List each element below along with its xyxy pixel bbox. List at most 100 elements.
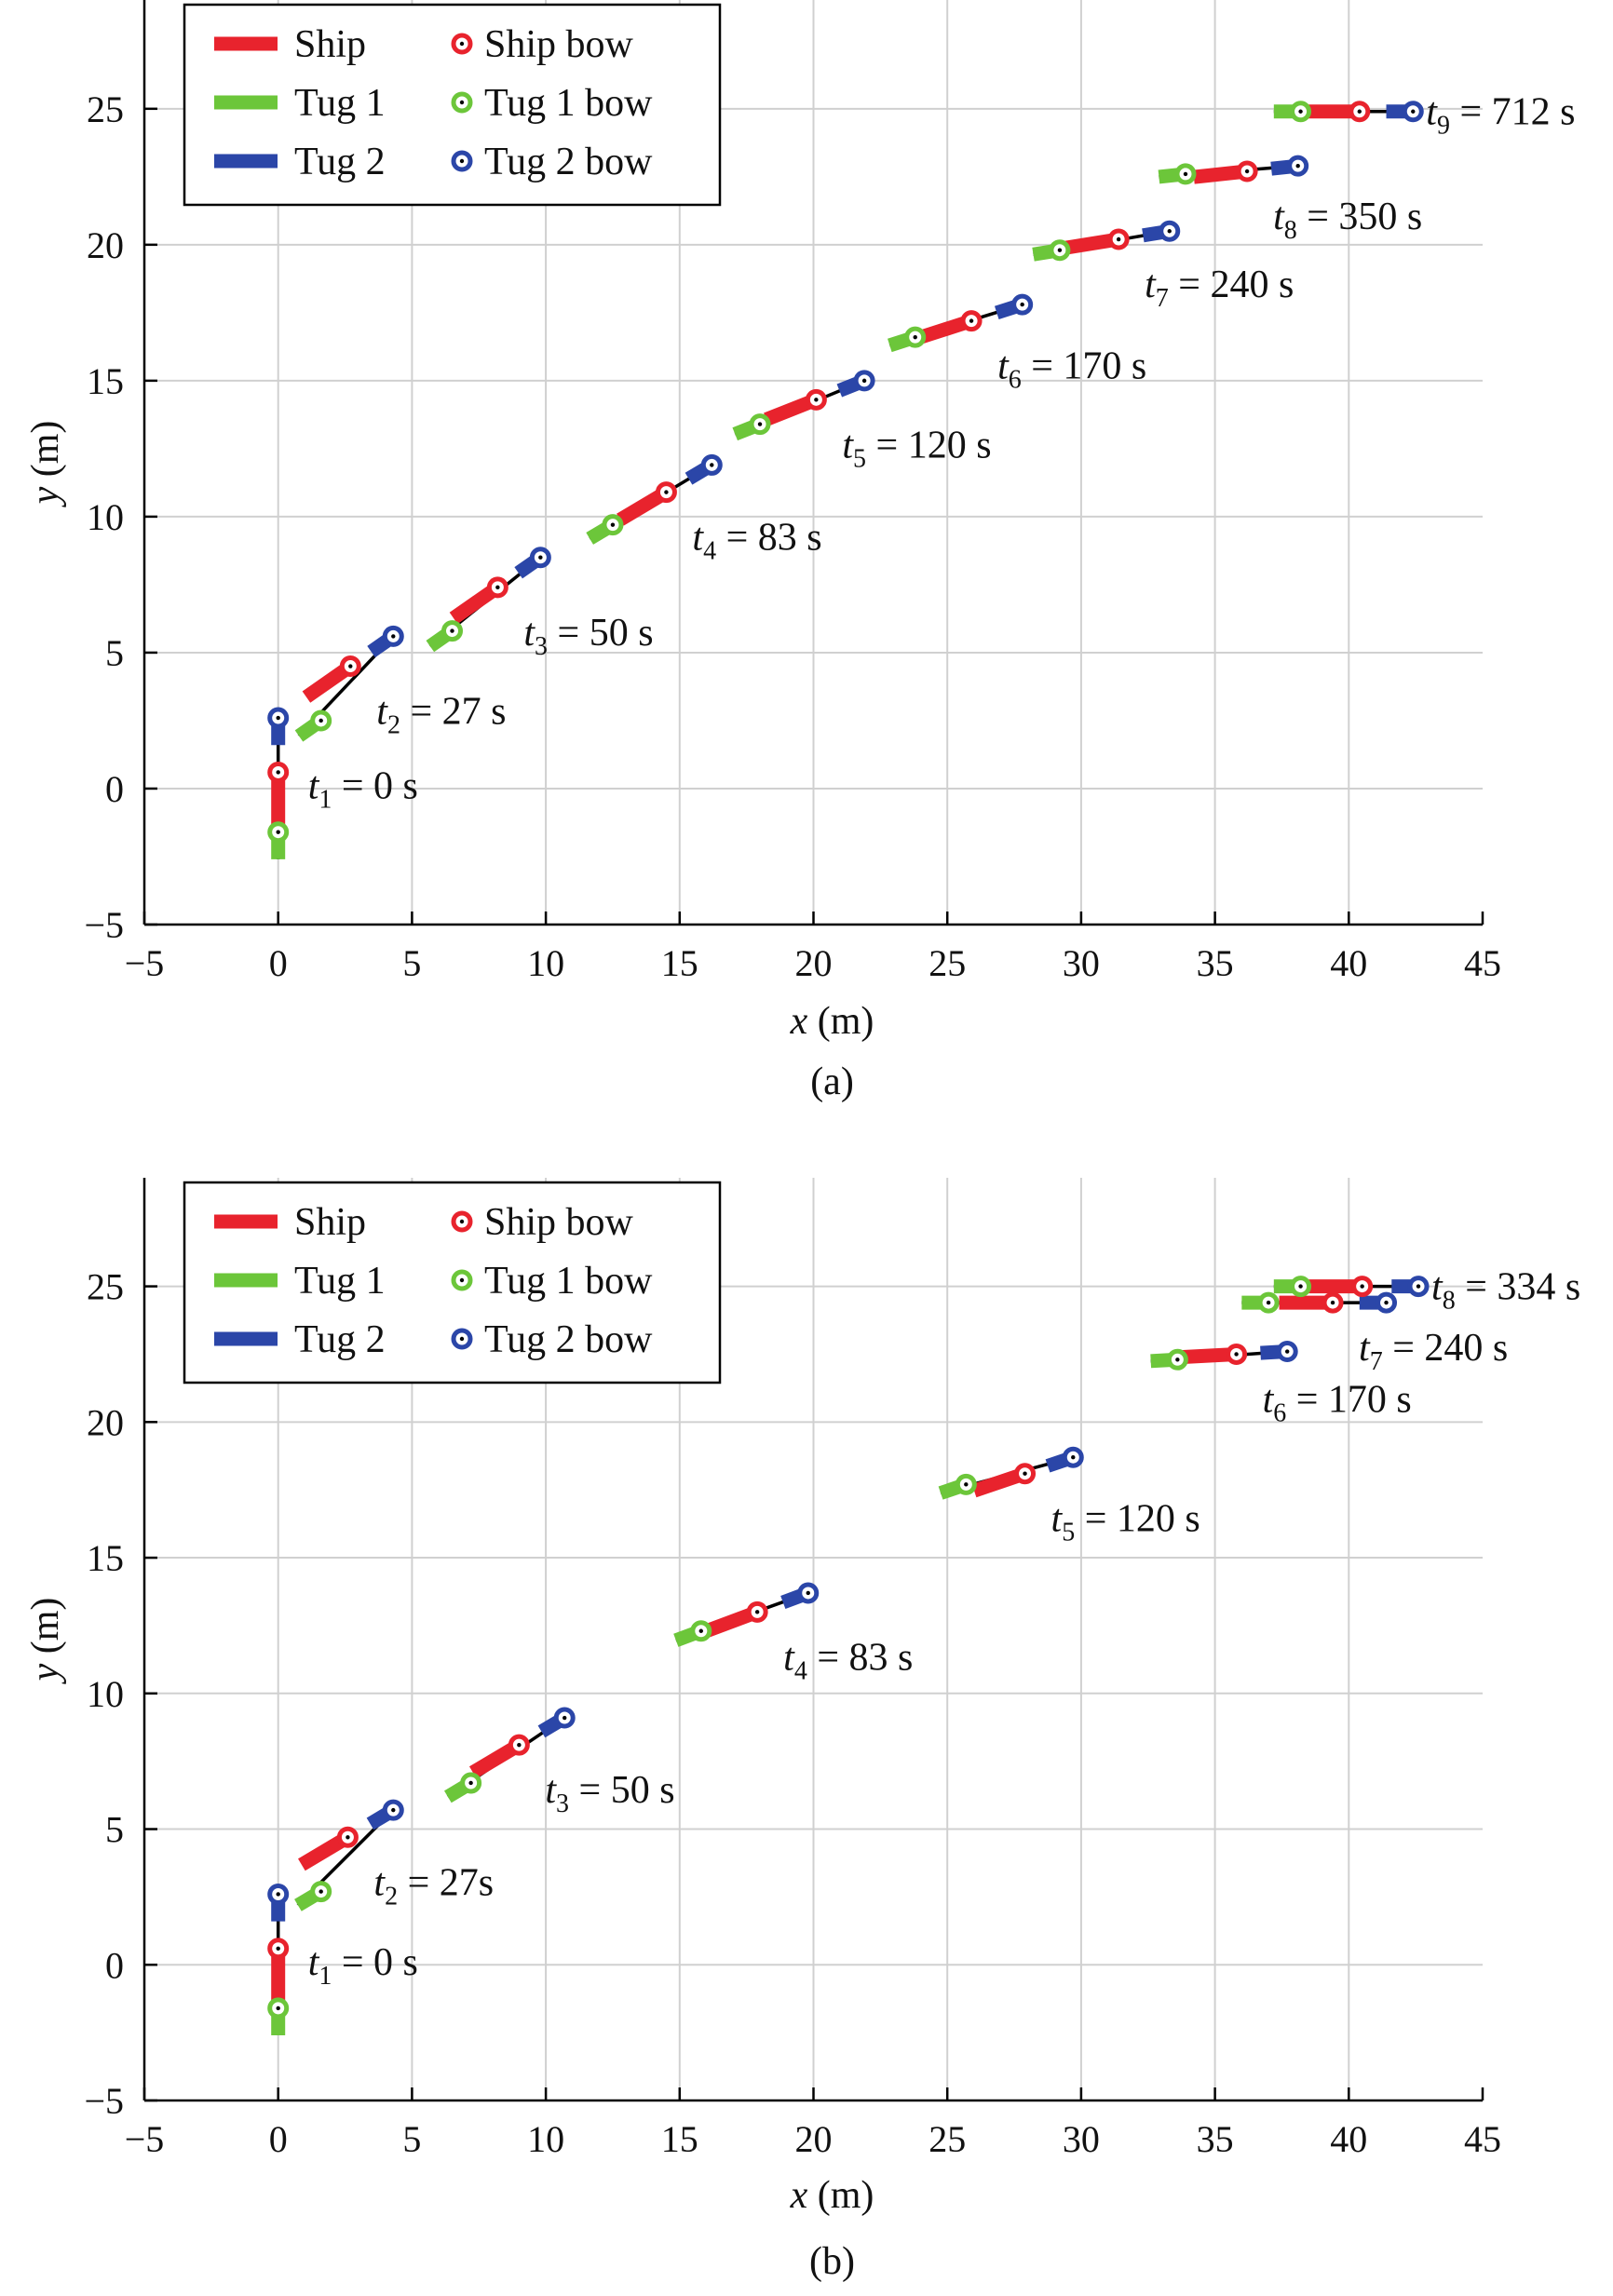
time-label-t8: t8 = 350 s xyxy=(1273,196,1422,245)
legend-label-tug2: Tug 2 xyxy=(294,1318,386,1361)
tug2-bow-marker-center xyxy=(1411,109,1416,114)
tug2-bow-marker-center xyxy=(1071,1455,1076,1460)
legend-label-tug1: Tug 1 xyxy=(294,82,386,125)
time-label-t7: t7 = 240 s xyxy=(1145,263,1294,313)
x-tick-label: 10 xyxy=(527,942,564,984)
tug2-bow-marker-center xyxy=(861,378,867,384)
x-axis-label: x (m) xyxy=(790,2174,874,2217)
x-tick-label: 25 xyxy=(928,2118,966,2160)
legend-marker-center xyxy=(459,41,465,47)
y-tick-label: −5 xyxy=(84,2080,124,2122)
legend-label-ship: Ship xyxy=(294,23,366,66)
tug1-bow-marker-center xyxy=(757,422,763,426)
y-tick-label: 10 xyxy=(87,1673,124,1715)
time-label-t3: t3 = 50 s xyxy=(545,1769,674,1818)
y-tick-label: 0 xyxy=(105,768,124,810)
x-tick-label: 0 xyxy=(269,942,288,984)
time-label-t8: t8 = 334 s xyxy=(1431,1266,1580,1316)
snapshot-t4: t4 = 83 s xyxy=(673,1582,913,1685)
tug2-bow-marker-center xyxy=(806,1590,810,1596)
tug2-bow-marker-center xyxy=(563,1715,567,1721)
legend: Ship Ship bow Tug 1 Tug 1 bow Tug 2 Tug 2 bow xyxy=(183,1181,722,1384)
tug1-bow-marker-center xyxy=(698,1628,703,1633)
y-axis-label: y (m) xyxy=(24,1598,67,1685)
tug1-bow-marker-center xyxy=(913,334,917,340)
time-label-t7: t7 = 240 s xyxy=(1359,1327,1508,1376)
snapshot-t5: t5 = 120 s xyxy=(938,1446,1200,1547)
snapshot-t3: t3 = 50 s xyxy=(426,547,654,661)
y-tick-label: 15 xyxy=(87,1537,124,1579)
legend-label-ship_bow: Ship bow xyxy=(484,1201,634,1244)
x-tick-label: −5 xyxy=(125,2118,165,2160)
snapshot-t2: t2 = 27s xyxy=(294,1799,494,1911)
ship-bow-marker-center xyxy=(276,1946,280,1951)
legend-marker-center xyxy=(459,1219,465,1224)
y-tick-label: 5 xyxy=(105,1809,124,1851)
tug1-bow-marker-center xyxy=(468,1780,473,1786)
time-label-t4: t4 = 83 s xyxy=(783,1636,913,1685)
tug2-bow-marker-center xyxy=(1020,302,1024,307)
legend-label-ship: Ship xyxy=(294,1201,366,1244)
time-label-t9: t9 = 712 s xyxy=(1426,91,1575,141)
tug2-bow-marker-center xyxy=(1284,1349,1290,1354)
x-tick-label: 30 xyxy=(1063,2118,1100,2160)
legend-label-tug2_bow: Tug 2 bow xyxy=(484,1318,653,1361)
y-axis-label: y (m) xyxy=(24,421,67,508)
y-tick-label: 5 xyxy=(105,632,124,674)
time-label-t5: t5 = 120 s xyxy=(842,424,991,473)
legend-label-tug2_bow: Tug 2 bow xyxy=(484,141,653,183)
tug2-bow-marker-center xyxy=(1384,1300,1389,1305)
snapshot-t8: t8 = 350 s xyxy=(1158,155,1422,245)
ship-bow-marker-center xyxy=(348,664,353,669)
x-tick-label: 40 xyxy=(1330,942,1367,984)
y-tick-label: 20 xyxy=(87,224,124,266)
snapshot-marks: t1 = 0 s t2 = 27s t3 = 50 s t4 = 83 s t5 = 1… xyxy=(267,1266,1580,2036)
tug1-bow-marker-center xyxy=(319,1889,323,1894)
ship-bow-marker-center xyxy=(814,398,819,402)
grid xyxy=(144,1178,1483,2100)
snapshot-t3: t3 = 50 s xyxy=(444,1707,675,1818)
legend-label-ship_bow: Ship bow xyxy=(484,23,634,66)
snapshot-t6: t6 = 170 s xyxy=(888,293,1146,395)
ship-bow-marker-center xyxy=(495,585,500,590)
y-tick-label: 25 xyxy=(87,1266,124,1308)
snapshot-t1: t1 = 0 s xyxy=(267,1883,418,2036)
tug1-bow-marker-center xyxy=(276,2006,280,2011)
x-tick-label: 45 xyxy=(1464,942,1501,984)
panel-caption: (a) xyxy=(810,1060,854,1103)
x-tick-label: 5 xyxy=(402,942,421,984)
legend-label-tug1_bow: Tug 1 bow xyxy=(484,1260,653,1303)
tug1-bow-marker-center xyxy=(276,830,280,834)
snapshot-marks: t1 = 0 s t2 = 27 s t3 = 50 s t4 = 83 s t5 = … xyxy=(267,91,1575,859)
ship-bow-marker-center xyxy=(276,770,280,775)
ship-bow-marker-center xyxy=(969,318,974,323)
tug1-bow-marker-center xyxy=(319,718,323,723)
x-tick-label: 25 xyxy=(928,942,966,984)
snapshot-t7: t7 = 240 s xyxy=(1032,220,1294,313)
legend: Ship Ship bow Tug 1 Tug 1 bow Tug 2 Tug 2 bow xyxy=(183,3,722,207)
y-tick-label: 15 xyxy=(87,360,124,402)
ship-bow-marker-center xyxy=(1330,1300,1335,1305)
snapshot-t7: t7 = 240 s xyxy=(1241,1291,1508,1376)
legend-label-tug1_bow: Tug 1 bow xyxy=(484,82,653,125)
legend-marker-center xyxy=(459,158,465,164)
tug2-bow-marker-center xyxy=(1167,229,1172,234)
ship-bow-marker-center xyxy=(1116,236,1121,242)
ship-bow-marker-center xyxy=(1234,1352,1239,1357)
tug1-bow-marker-center xyxy=(1298,109,1303,114)
x-tick-label: 35 xyxy=(1197,942,1234,984)
snapshot-t6: t6 = 170 s xyxy=(1150,1341,1412,1427)
ship-bow-marker-center xyxy=(664,490,669,494)
x-tick-label: 10 xyxy=(527,2118,564,2160)
time-label-t6: t6 = 170 s xyxy=(1263,1378,1412,1427)
snapshot-t2: t2 = 27 s xyxy=(294,625,507,742)
ship-bow-marker-center xyxy=(1244,169,1250,174)
tug1-bow-marker-center xyxy=(450,628,454,633)
panel-caption: (b) xyxy=(809,2240,855,2283)
legend-label-tug1: Tug 1 xyxy=(294,1260,386,1303)
legend-label-tug2: Tug 2 xyxy=(294,141,386,183)
ship-bow-marker-center xyxy=(1360,1284,1364,1289)
x-tick-label: −5 xyxy=(125,942,165,984)
